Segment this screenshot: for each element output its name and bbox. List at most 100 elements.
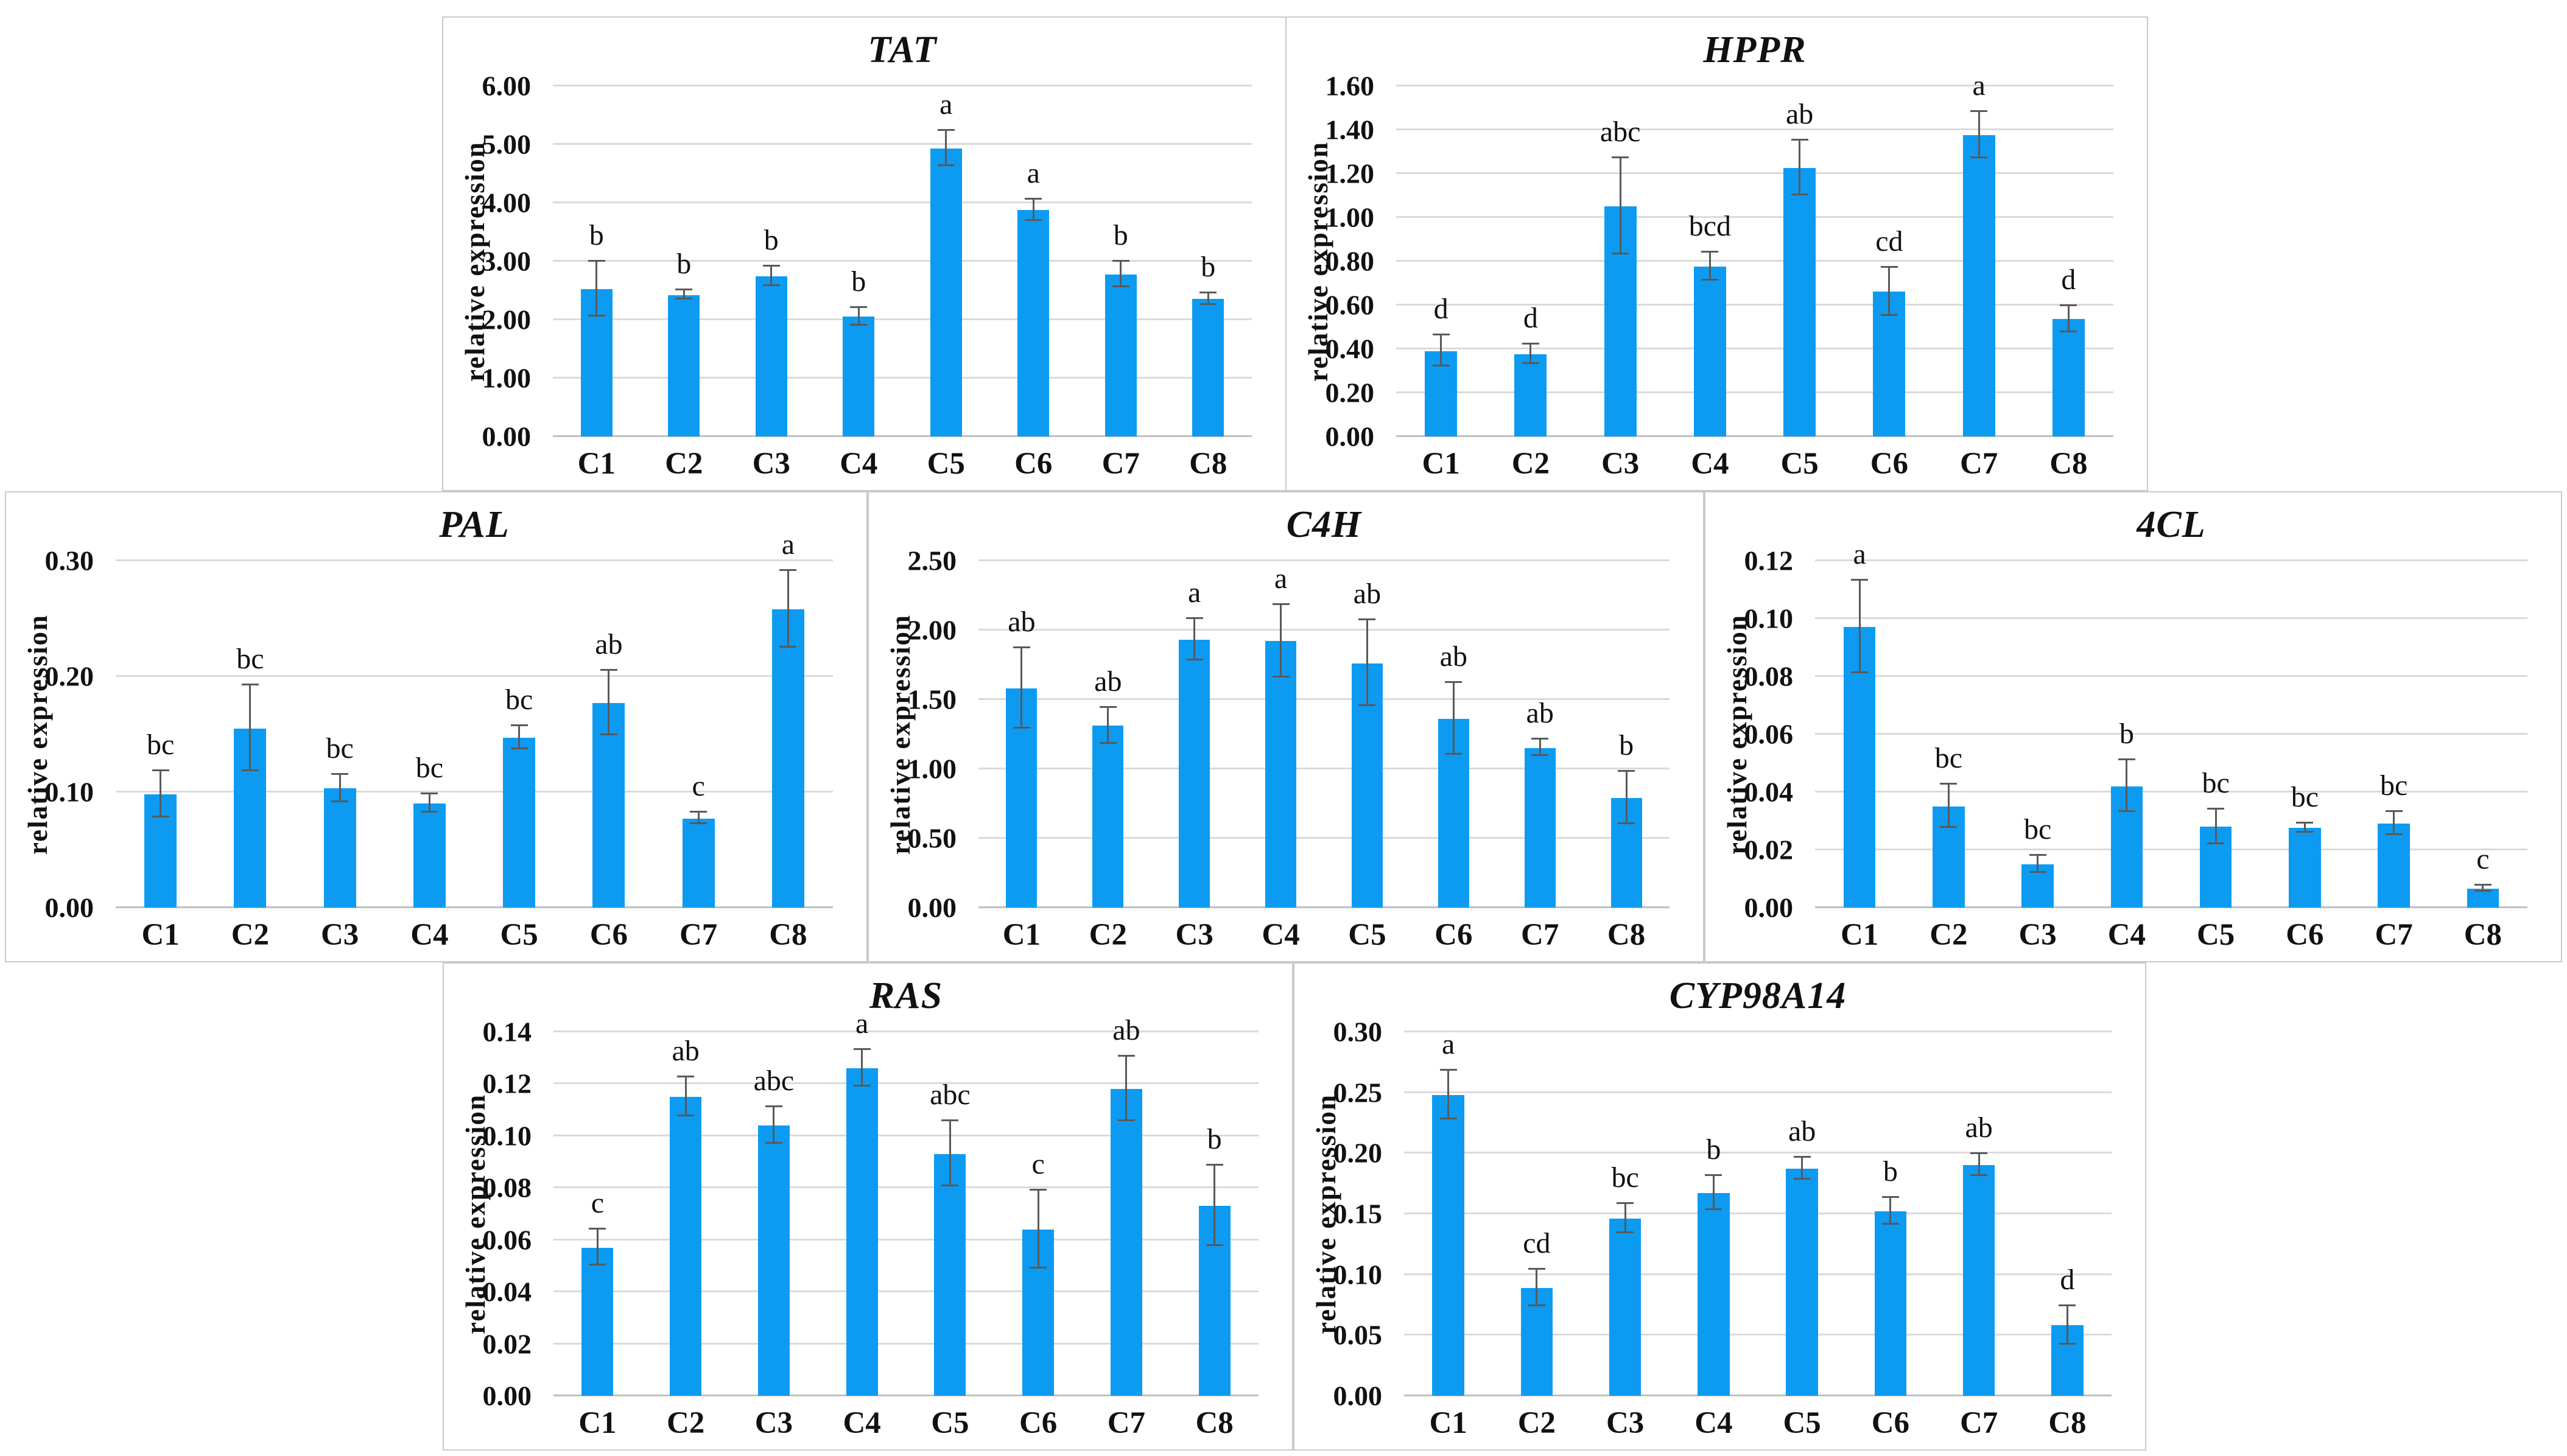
gridline [553, 1290, 1259, 1293]
chart-title-4cl: 4CL [2137, 504, 2206, 545]
bar-C2 [1092, 726, 1124, 908]
error-bar-C1 [1447, 1070, 1450, 1119]
error-cap-bottom [1618, 822, 1635, 825]
x-category-label-C2: C2 [666, 1406, 705, 1440]
error-cap-bottom [1013, 726, 1030, 729]
chart-panel-c4h: C4H relative expression 0.00 0.50 1.00 1.50… [868, 491, 1704, 962]
bar-C7 [682, 818, 715, 908]
error-cap-top [1432, 334, 1450, 336]
gridline [116, 791, 833, 793]
error-bar-C7 [1978, 1154, 1980, 1177]
error-cap-bottom [331, 800, 349, 803]
x-category-label-C5: C5 [927, 447, 965, 481]
error-bar-C4 [2126, 760, 2128, 813]
error-cap-bottom [421, 811, 438, 813]
error-cap-top [2474, 884, 2492, 886]
chart-panel-hppr: HPPR relative expression 0.00 0.20 0.40 0.6… [1285, 16, 2148, 491]
bar-C8 [1192, 299, 1224, 436]
gridline [1396, 348, 2113, 349]
gridline [553, 377, 1252, 379]
error-cap-top [2207, 807, 2225, 810]
significance-letter-C3: b [764, 223, 779, 256]
chart-panel-4cl: 4CL relative expression 0.00 0.02 0.04 0.06… [1704, 491, 2562, 962]
significance-letter-C7: bc [2379, 769, 2408, 802]
x-category-label-C5: C5 [931, 1406, 969, 1440]
gridline [1396, 172, 2113, 174]
y-tick-label: 0.30 [1333, 1016, 1383, 1048]
y-tick-label: 1.20 [1325, 158, 1375, 189]
bar-C4 [413, 803, 446, 908]
bar-C3 [1609, 1218, 1642, 1396]
chart-panel-pal: PAL relative expression 0.00 0.10 0.20 0.30… [5, 491, 868, 962]
significance-letter-C1: c [591, 1186, 605, 1219]
error-bar-C6 [1032, 200, 1034, 221]
bar-C8 [771, 609, 804, 908]
x-category-label-C4: C4 [1262, 918, 1300, 952]
error-cap-top [1522, 342, 1539, 345]
significance-letter-C8: c [2476, 843, 2490, 876]
x-category-label-C1: C1 [578, 1406, 617, 1440]
error-cap-top [1117, 1054, 1135, 1057]
plot-area-4cl: 0.00 0.02 0.04 0.06 0.08 0.10 0.12 a C1 bc C2 bc C3 b… [1744, 538, 2527, 952]
significance-letter-C3: bc [326, 732, 354, 765]
bar-C7 [1962, 1165, 1995, 1396]
error-cap-top [937, 128, 955, 131]
gridline [553, 85, 1252, 86]
error-bar-C7 [1120, 261, 1122, 288]
error-cap-bottom [2385, 833, 2403, 836]
error-cap-bottom [510, 747, 528, 749]
chart-panel-ras: RAS relative expression 0.00 0.02 0.04 0.06… [443, 962, 1293, 1451]
significance-letter-C2: d [1523, 301, 1538, 334]
x-category-label-C6: C6 [2286, 918, 2324, 952]
x-category-label-C8: C8 [2463, 918, 2502, 952]
gridline [1815, 791, 2527, 793]
error-cap-bottom [1970, 156, 1988, 158]
bar-C1 [1432, 1094, 1464, 1396]
error-bar-C2 [1529, 344, 1532, 365]
y-tick-label: 0.10 [1744, 603, 1794, 634]
chart-panel-cyp98a14: CYP98A14 relative expression 0.00 0.05 0.1… [1293, 962, 2146, 1451]
error-cap-top [1206, 1163, 1223, 1166]
x-axis-line [553, 435, 1252, 437]
y-tick-label: 2.00 [482, 304, 532, 335]
significance-letter-C4: a [855, 1007, 869, 1040]
x-category-label-C4: C4 [1691, 447, 1729, 481]
significance-letter-C8: b [1207, 1122, 1222, 1155]
bar-C5 [1783, 168, 1816, 436]
error-bar-C2 [1947, 785, 1950, 828]
error-cap-top [1531, 738, 1549, 740]
error-cap-bottom [1432, 364, 1450, 366]
significance-letter-C7: ab [1112, 1013, 1140, 1046]
y-tick-label: 1.40 [1325, 114, 1375, 145]
error-cap-bottom [1185, 659, 1203, 661]
x-axis-line [978, 906, 1670, 908]
gridline [553, 1342, 1259, 1345]
y-tick-label: 0.04 [1744, 776, 1794, 808]
error-bar-C8 [2067, 306, 2070, 332]
significance-letter-C1: a [1853, 538, 1866, 571]
significance-letter-C3: a [1188, 576, 1201, 609]
error-cap-top [1439, 1068, 1457, 1071]
gridline [978, 837, 1670, 839]
y-axis-label: relative expression [885, 614, 916, 855]
gridline [978, 768, 1670, 769]
error-bar-C7 [1125, 1056, 1128, 1122]
error-bar-C3 [339, 774, 341, 803]
error-cap-bottom [600, 733, 617, 735]
x-category-label-C8: C8 [2048, 1406, 2087, 1440]
error-cap-top [690, 811, 708, 813]
error-cap-bottom [2207, 842, 2225, 844]
y-tick-label: 0.06 [482, 1224, 532, 1256]
x-axis-line [1815, 906, 2527, 908]
error-cap-bottom [1701, 279, 1719, 281]
error-bar-C3 [770, 266, 773, 287]
x-category-label-C7: C7 [2375, 918, 2413, 952]
y-tick-label: 0.15 [1333, 1198, 1383, 1230]
error-cap-bottom [1112, 285, 1129, 288]
error-bar-C6 [1452, 682, 1455, 755]
bar-C2 [668, 295, 700, 436]
error-cap-top [1612, 156, 1629, 158]
error-cap-top [1970, 1152, 1988, 1155]
x-category-label-C1: C1 [1840, 918, 1879, 952]
chart-title-cyp98a14: CYP98A14 [1669, 975, 1847, 1017]
